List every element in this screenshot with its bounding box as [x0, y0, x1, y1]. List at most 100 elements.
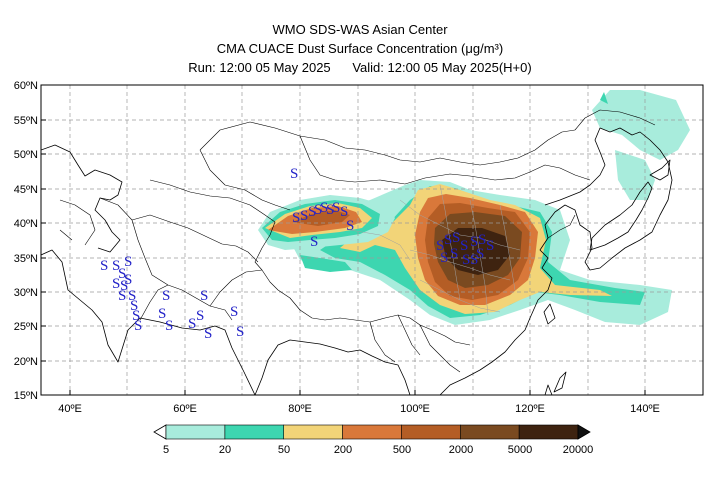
lat-label: 40ºN [14, 218, 38, 230]
legend-bin [342, 424, 402, 440]
dust-observation-symbol: S [132, 308, 140, 324]
dust-observation-symbol: S [100, 258, 108, 274]
run-time: 12:00 05 May 2025 [219, 60, 331, 75]
dust-observation-symbol: S [130, 298, 138, 314]
legend-tick: 5000 [508, 444, 532, 456]
legend-bin [165, 424, 226, 440]
lat-label: 20ºN [14, 356, 38, 368]
dust-observation-symbol: S [340, 204, 348, 220]
dust-observation-symbol: S [236, 324, 244, 340]
lon-label: 100ºE [400, 403, 430, 415]
latitude-labels: 60ºN 55ºN 50ºN 45ºN 40ºN 35ºN 30ºN 25ºN … [14, 80, 38, 402]
product-name: CMA CUACE Dust Surface Concentration [216, 41, 458, 56]
dust-observation-symbol: S [452, 230, 460, 246]
dust-observation-symbol: S [188, 316, 196, 332]
dust-observation-symbol: S [118, 288, 126, 304]
legend-tick: 5 [163, 444, 169, 456]
province-borders [349, 184, 521, 316]
dust-observation-symbol: S [162, 288, 170, 304]
legend-tick: 200 [334, 444, 352, 456]
dust-observation-symbol: S [165, 318, 173, 334]
graticule [41, 85, 703, 395]
units-label: (μg/m³) [461, 41, 504, 56]
legend-tick: 50 [278, 444, 290, 456]
dust-observation-symbol: S [124, 272, 132, 288]
dust-observation-symbol: S [112, 276, 120, 292]
lat-label: 50ºN [14, 149, 38, 161]
lat-label: 15ºN [14, 390, 38, 402]
legend-bin [401, 424, 461, 440]
country-borders [59, 109, 656, 373]
legend-upper-arrow [577, 424, 591, 440]
longitude-labels: 40ºE 60ºE 80ºE 100ºE 120ºE 140ºE [58, 403, 660, 415]
legend-tick: 20 [219, 444, 231, 456]
dust-observation-symbol: S [486, 238, 494, 254]
dust-observation-symbol: S [230, 304, 238, 320]
dust-observation-symbol: S [470, 252, 478, 268]
legend-tick: 20000 [563, 444, 594, 456]
dust-observation-symbol: S [290, 166, 298, 182]
dust-observation-symbol: S [118, 266, 126, 282]
dust-observation-symbol: S [346, 218, 354, 234]
dust-observation-symbol: S [314, 202, 322, 218]
dust-observation-symbol: S [436, 238, 444, 254]
lon-label: 40ºE [58, 403, 82, 415]
dust-observation-symbol: S [300, 208, 308, 224]
lat-label: 30ºN [14, 287, 38, 299]
dust-observation-symbol: S [112, 258, 120, 274]
color-legend: 5 20 50 200 500 2000 5000 20000 [153, 424, 594, 456]
lon-label: 140ºE [630, 403, 660, 415]
lat-label: 45ºN [14, 184, 38, 196]
dust-field-taklimakan [258, 195, 395, 272]
legend-color-bins [165, 424, 579, 440]
plot-frame [40, 84, 704, 396]
legend-bin [459, 424, 520, 440]
dust-observation-symbol: S [120, 278, 128, 294]
map-title-product: CMA CUACE Dust Surface Concentration (μg… [0, 41, 720, 57]
dust-observation-symbol: S [478, 232, 486, 248]
dust-observation-symbol: S [124, 254, 132, 270]
dust-observation-symbol: S [332, 200, 340, 216]
dust-observation-symbol: S [462, 252, 470, 268]
dust-observation-symbol: S [158, 306, 166, 322]
run-label: Run: [188, 60, 216, 75]
dust-observation-symbol: S [326, 202, 334, 218]
legend-tick: 2000 [449, 444, 473, 456]
lon-label: 120ºE [515, 403, 545, 415]
lat-label: 55ºN [14, 115, 38, 127]
dust-observation-symbol: S [128, 288, 136, 304]
legend-bin [283, 424, 343, 440]
lat-label: 60ºN [14, 80, 38, 92]
dust-observation-symbol: S [460, 238, 468, 254]
dust-observation-symbol: S [292, 210, 300, 226]
dust-observation-symbol: S [134, 318, 142, 334]
lat-label: 25ºN [14, 321, 38, 333]
legend-tick: 500 [393, 444, 411, 456]
dust-observation-symbol: S [320, 200, 328, 216]
dust-observation-symbol: S [440, 250, 448, 266]
dust-field-east-asia [292, 180, 672, 325]
dust-observation-symbol: S [444, 232, 452, 248]
dust-observation-symbol: S [196, 308, 204, 324]
dust-observation-symbol: S [308, 204, 316, 220]
lon-label: 60ºE [173, 403, 197, 415]
dust-observation-symbol: S [204, 326, 212, 342]
map-title-center: WMO SDS-WAS Asian Center [272, 22, 448, 37]
valid-label: Valid: [352, 60, 384, 75]
legend-bin [224, 424, 285, 440]
dust-observation-symbol: S [476, 246, 484, 262]
dust-observation-symbol: S [310, 234, 318, 250]
coastlines [41, 127, 673, 395]
map-title-time: Run: 12:00 05 May 2025 Valid: 12:00 05 M… [0, 60, 720, 76]
legend-lower-arrow [153, 424, 167, 440]
legend-bin [518, 424, 579, 440]
dust-observation-symbol: S [200, 288, 208, 304]
valid-time: 12:00 05 May 2025(H+0) [387, 60, 532, 75]
dust-observation-symbol: S [450, 246, 458, 262]
lon-label: 80ºE [288, 403, 312, 415]
axis-ticks [41, 84, 646, 396]
lat-label: 35ºN [14, 253, 38, 265]
